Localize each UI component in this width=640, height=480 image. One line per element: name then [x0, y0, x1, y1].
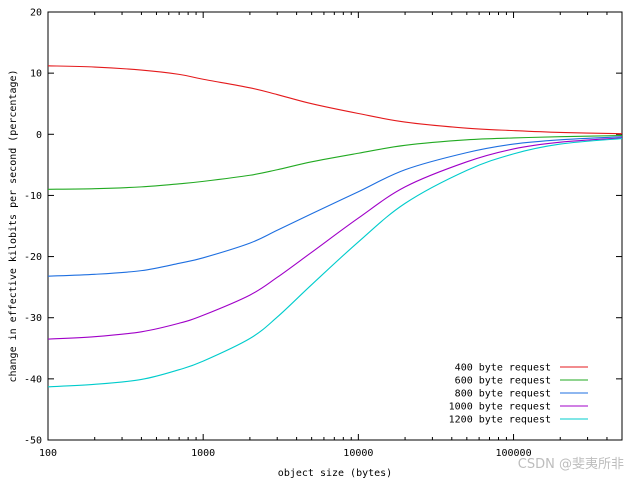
series-line-1 — [47, 134, 623, 190]
series-line-4 — [47, 138, 623, 388]
x-tick-label: 1000 — [191, 448, 215, 459]
y-tick-label: 0 — [36, 130, 42, 141]
series-line-2 — [47, 136, 623, 277]
x-axis-label: object size (bytes) — [278, 468, 392, 479]
x-tick-label: 100 — [39, 448, 57, 459]
y-tick-label: -30 — [24, 313, 42, 324]
y-tick-label: -40 — [24, 374, 42, 385]
watermark: CSDN @斐夷所非 — [518, 456, 624, 472]
legend: 400 byte request 600 byte request 800 byte… — [449, 363, 588, 426]
series-lines — [47, 65, 623, 388]
y-tick-label: -10 — [24, 191, 42, 202]
series-line-0 — [47, 65, 623, 135]
y-axis-label: change in effective kilobits per second … — [8, 69, 19, 382]
tick-labels: -50 -40 -30 -20 -10 0 10 20 100 1000 10000 100000 — [24, 8, 532, 460]
y-tick-label: -20 — [24, 252, 42, 263]
plot-frame — [47, 11, 623, 441]
legend-label: 1200 byte request — [449, 415, 551, 426]
legend-label: 800 byte request — [455, 389, 551, 400]
tick-marks — [47, 11, 622, 441]
legend-label: 600 byte request — [455, 376, 551, 387]
legend-label: 1000 byte request — [449, 402, 551, 413]
y-tick-label: 10 — [30, 69, 42, 80]
legend-label: 400 byte request — [455, 363, 551, 374]
series-line-3 — [47, 137, 623, 340]
x-tick-label: 100000 — [495, 448, 531, 459]
x-tick-label: 10000 — [343, 448, 373, 459]
y-tick-label: -50 — [24, 436, 42, 447]
y-tick-label: 20 — [30, 8, 42, 19]
